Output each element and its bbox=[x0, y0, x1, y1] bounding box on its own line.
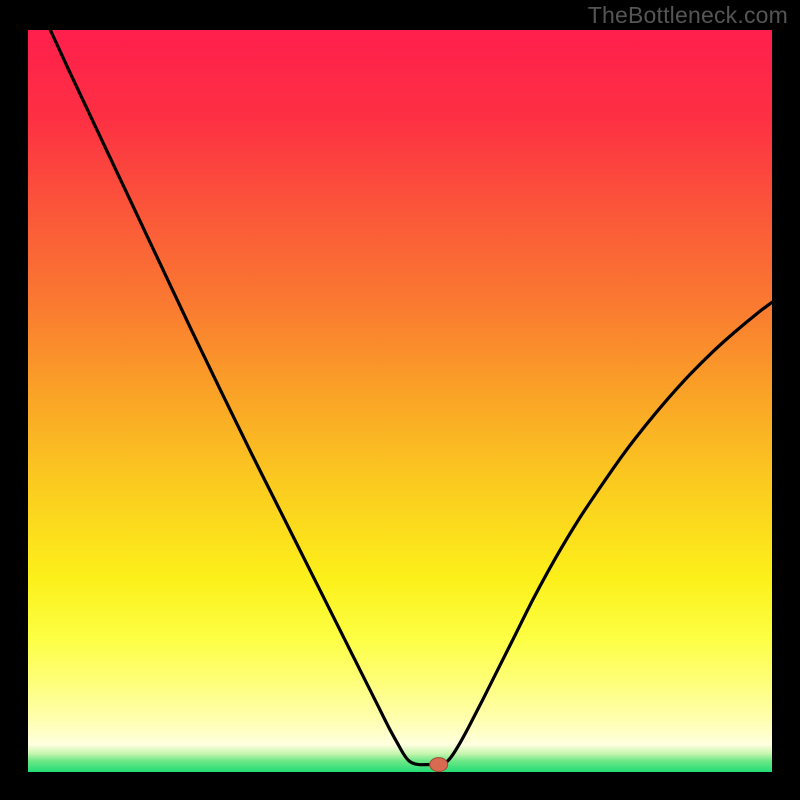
plot-area bbox=[28, 30, 772, 772]
chart-container: TheBottleneck.com bbox=[0, 0, 800, 800]
optimum-marker bbox=[430, 758, 448, 772]
gradient-background bbox=[28, 30, 772, 772]
plot-svg bbox=[28, 30, 772, 772]
watermark-text: TheBottleneck.com bbox=[588, 2, 788, 29]
